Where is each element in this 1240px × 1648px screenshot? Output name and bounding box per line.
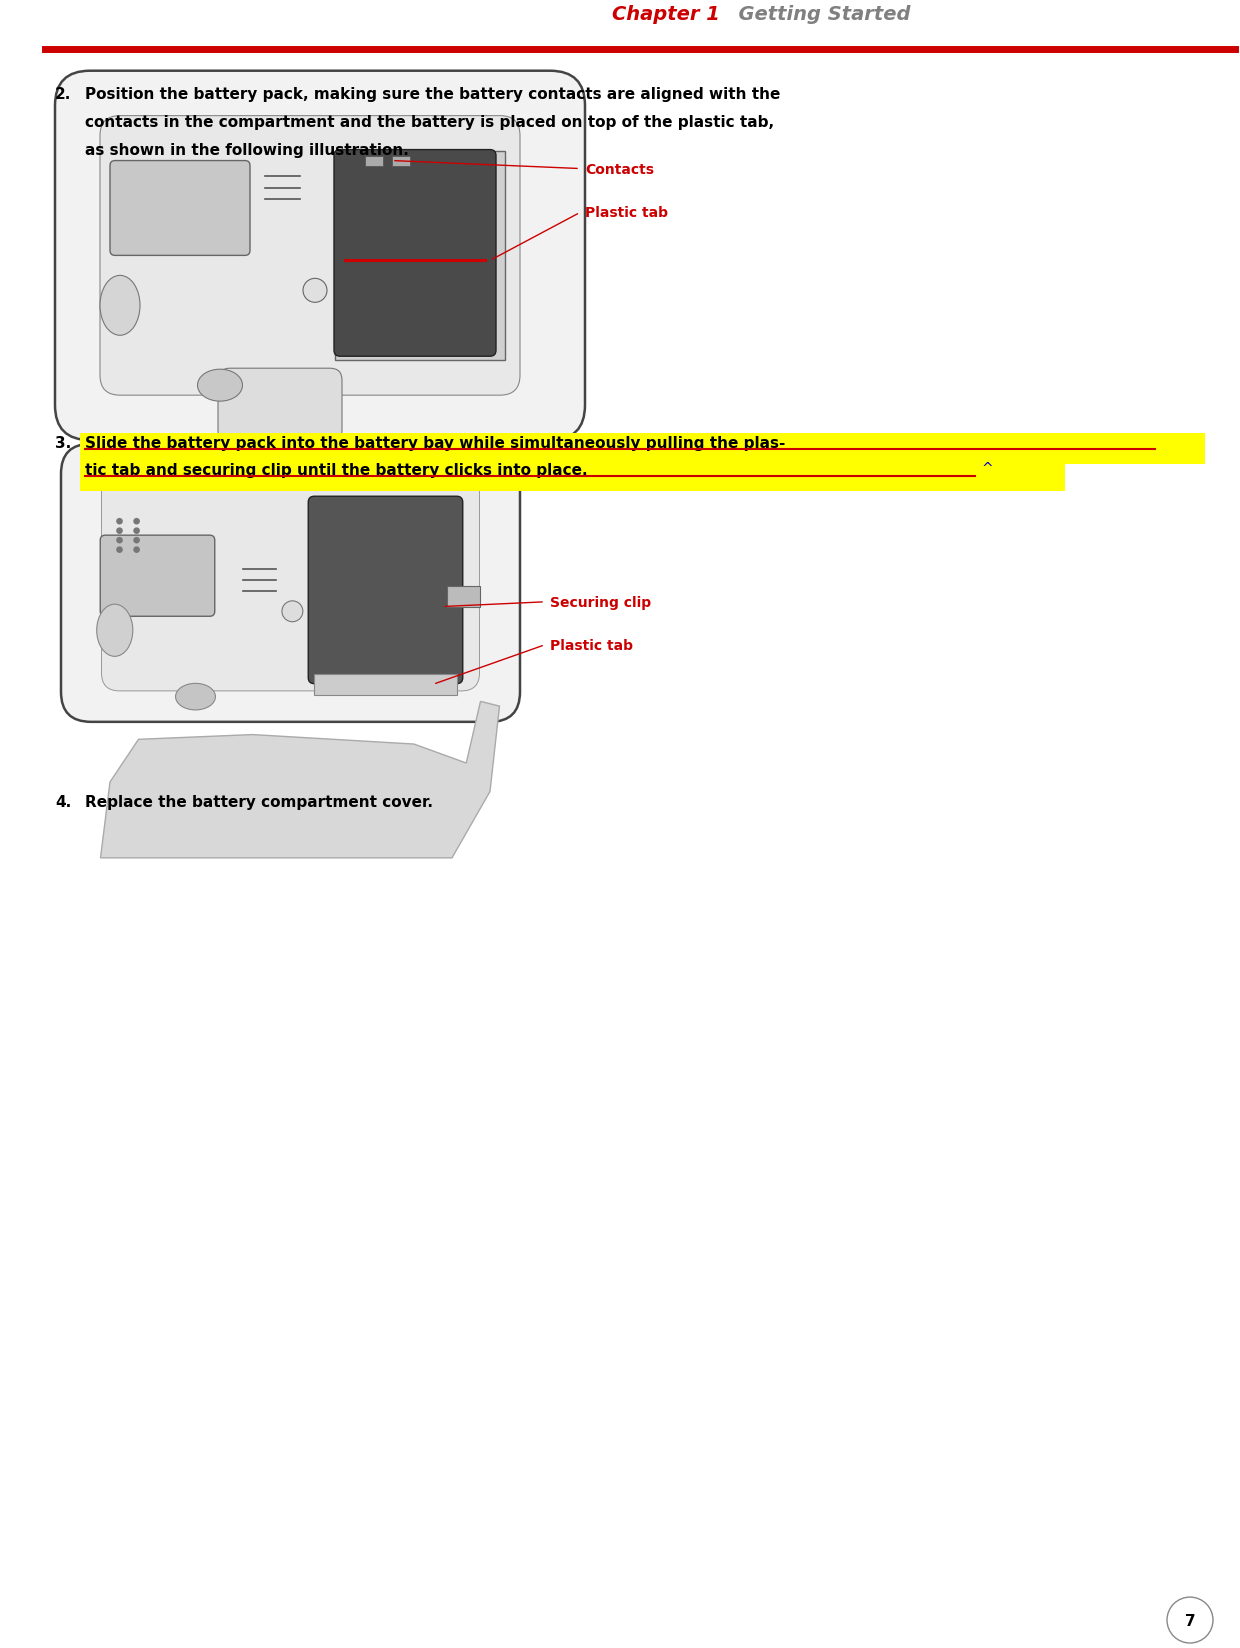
Circle shape xyxy=(117,519,123,526)
Text: 3.: 3. xyxy=(55,435,71,452)
Text: Replace the battery compartment cover.: Replace the battery compartment cover. xyxy=(86,794,433,809)
FancyBboxPatch shape xyxy=(309,498,463,684)
Ellipse shape xyxy=(97,605,133,658)
Circle shape xyxy=(1167,1597,1213,1643)
Bar xyxy=(81,433,1205,465)
Bar xyxy=(81,463,1065,493)
FancyBboxPatch shape xyxy=(334,150,496,358)
Bar xyxy=(335,152,505,361)
Bar xyxy=(392,157,410,166)
Text: contacts in the compartment and the battery is placed on top of the plastic tab,: contacts in the compartment and the batt… xyxy=(86,115,774,130)
FancyBboxPatch shape xyxy=(55,71,585,440)
Text: Position the battery pack, making sure the battery contacts are aligned with the: Position the battery pack, making sure t… xyxy=(86,87,780,102)
FancyBboxPatch shape xyxy=(100,536,215,616)
Polygon shape xyxy=(100,702,500,859)
FancyBboxPatch shape xyxy=(102,476,480,692)
Text: Getting Started: Getting Started xyxy=(725,5,910,23)
Circle shape xyxy=(133,527,140,534)
Text: Securing clip: Securing clip xyxy=(551,595,651,610)
Bar xyxy=(314,674,456,695)
Text: as shown in the following illustration.: as shown in the following illustration. xyxy=(86,142,409,158)
Circle shape xyxy=(281,602,303,623)
Bar xyxy=(448,587,480,606)
Text: Slide the battery pack into the battery bay while simultaneously pulling the pla: Slide the battery pack into the battery … xyxy=(86,435,785,452)
Text: 4.: 4. xyxy=(55,794,71,809)
FancyBboxPatch shape xyxy=(61,445,520,722)
Circle shape xyxy=(117,527,123,534)
Text: tic tab and securing clip until the battery clicks into place.: tic tab and securing clip until the batt… xyxy=(86,463,588,478)
Ellipse shape xyxy=(100,277,140,336)
Circle shape xyxy=(133,547,140,554)
Circle shape xyxy=(117,547,123,554)
Text: ^: ^ xyxy=(982,461,993,476)
Circle shape xyxy=(133,519,140,526)
Circle shape xyxy=(117,537,123,544)
Text: Chapter 1: Chapter 1 xyxy=(613,5,720,23)
Bar xyxy=(365,157,383,166)
FancyBboxPatch shape xyxy=(218,369,342,443)
Circle shape xyxy=(303,279,327,303)
Text: Plastic tab: Plastic tab xyxy=(585,206,668,221)
Circle shape xyxy=(133,537,140,544)
Ellipse shape xyxy=(197,369,243,402)
FancyBboxPatch shape xyxy=(110,162,250,255)
Ellipse shape xyxy=(176,684,216,710)
Text: Plastic tab: Plastic tab xyxy=(551,638,632,653)
Text: Contacts: Contacts xyxy=(585,163,653,176)
Text: 2.: 2. xyxy=(55,87,72,102)
FancyBboxPatch shape xyxy=(100,117,520,396)
Text: 7: 7 xyxy=(1184,1613,1195,1628)
